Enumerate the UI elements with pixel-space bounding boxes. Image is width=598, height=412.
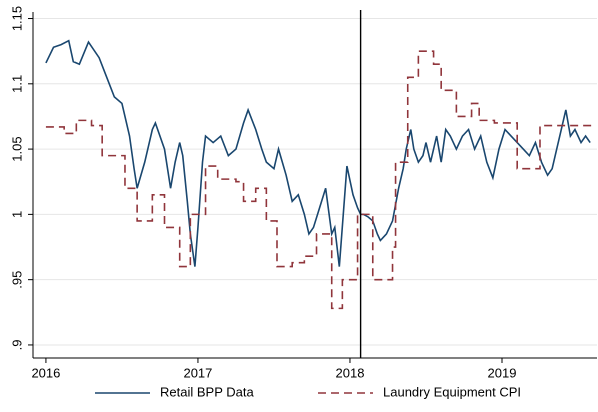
legend-label: Retail BPP Data bbox=[160, 384, 254, 399]
y-tick-label: .95 bbox=[9, 271, 24, 289]
y-tick-label: .9 bbox=[9, 340, 24, 351]
y-tick-label: 1.05 bbox=[9, 136, 24, 161]
y-tick-label: 1 bbox=[9, 211, 24, 218]
x-tick-label: 2016 bbox=[31, 365, 60, 380]
x-tick-label: 2017 bbox=[183, 365, 212, 380]
legend-label: Laundry Equipment CPI bbox=[383, 384, 521, 399]
line-series bbox=[45, 39, 591, 267]
y-tick-label: 1.1 bbox=[9, 75, 24, 93]
y-tick-label: 1.15 bbox=[9, 6, 24, 31]
line-series bbox=[45, 50, 594, 310]
x-tick-label: 2018 bbox=[336, 365, 365, 380]
x-tick-label: 2019 bbox=[488, 365, 517, 380]
